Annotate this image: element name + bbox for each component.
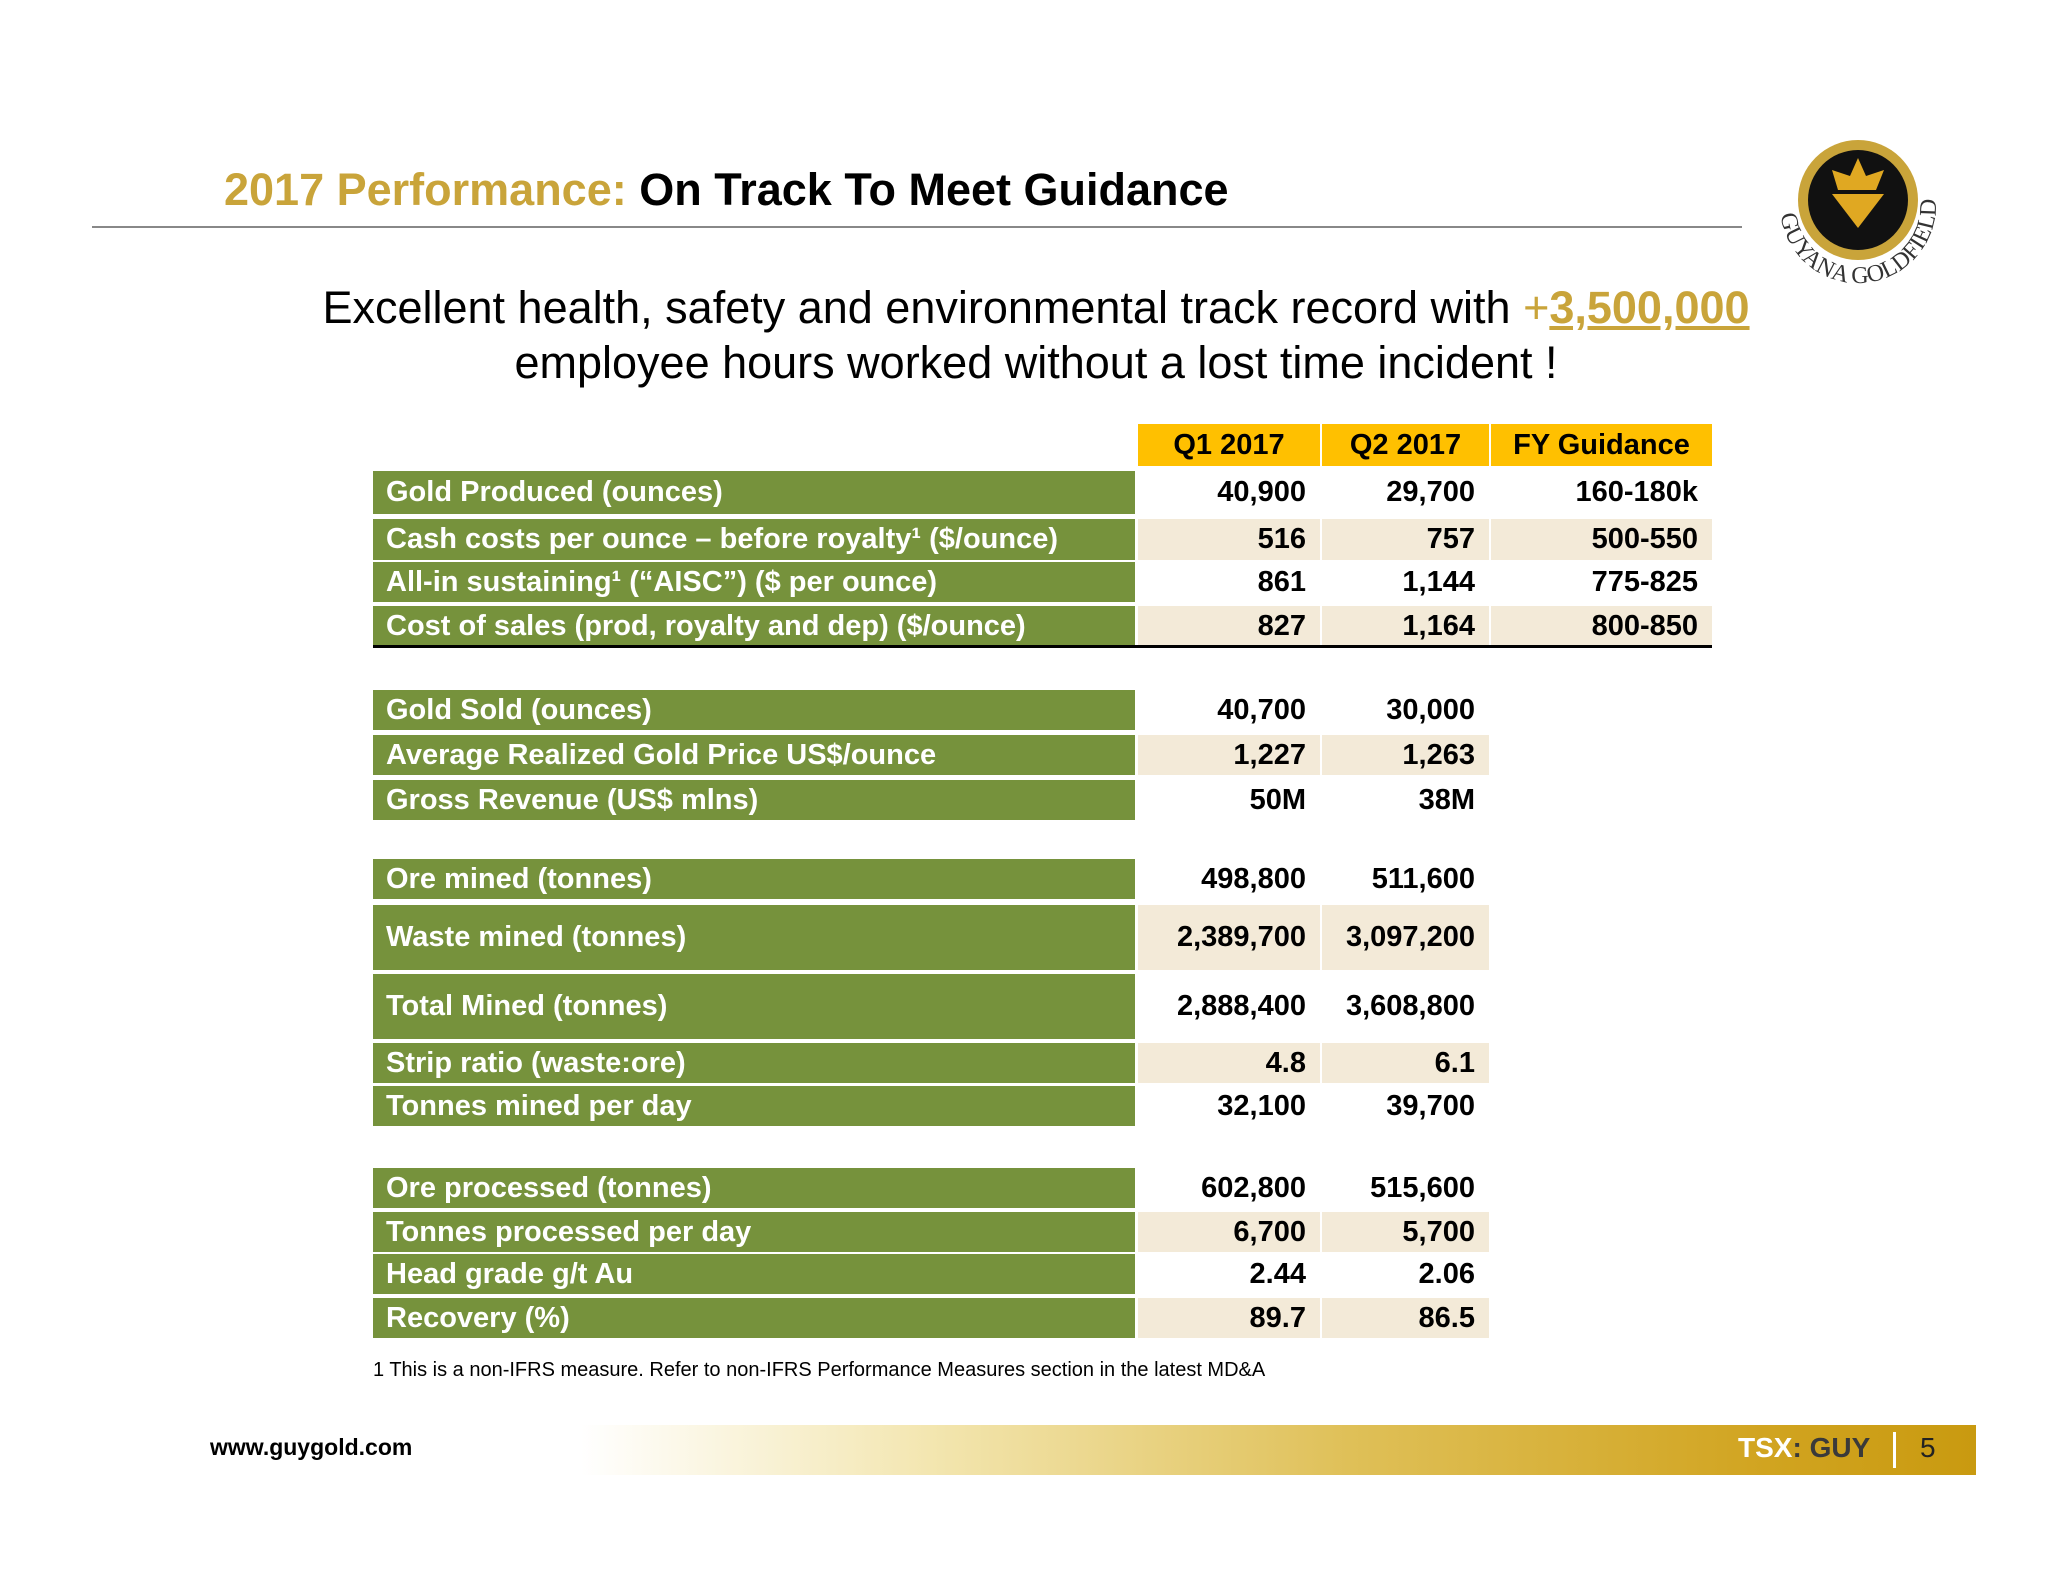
row-value: 1,263	[1322, 735, 1489, 775]
row-value: 2.06	[1418, 1257, 1475, 1290]
column-header: FY Guidance	[1491, 424, 1712, 466]
logo: GUYANA GOLDFIELDS INC.	[1740, 110, 1942, 289]
row-value: 3,097,200	[1322, 905, 1489, 970]
footer-bar	[581, 1425, 1976, 1475]
column-header: Q2 2017	[1322, 424, 1489, 466]
row-value: 511,600	[1371, 862, 1475, 895]
subtitle: Excellent health, safety and environment…	[0, 280, 2048, 390]
row-value: 6,700	[1138, 1212, 1320, 1252]
row-label: Ore mined (tonnes)	[373, 859, 1135, 899]
title-rest: On Track To Meet Guidance	[639, 164, 1229, 215]
row-value: 1,144	[1402, 565, 1475, 598]
title-rule	[92, 226, 1742, 228]
row-value: 2.44	[1249, 1257, 1306, 1290]
row-value: 775-825	[1591, 565, 1698, 598]
title: 2017 Performance: On Track To Meet Guida…	[224, 164, 1229, 216]
subtitle-line2: employee hours worked without a lost tim…	[514, 337, 1558, 388]
row-value: 50M	[1249, 783, 1306, 816]
row-label: Cash costs per ounce – before royalty¹ (…	[373, 519, 1135, 560]
row-label: Head grade g/t Au	[373, 1254, 1135, 1294]
row-label: Strip ratio (waste:ore)	[373, 1043, 1135, 1083]
row-label: Gross Revenue (US$ mlns)	[373, 780, 1135, 820]
row-label: Average Realized Gold Price US$/ounce	[373, 735, 1135, 775]
row-value: 30,000	[1386, 693, 1475, 726]
plus: +	[1523, 282, 1550, 333]
row-value: 39,700	[1386, 1089, 1475, 1122]
hours: 3,500,000	[1549, 282, 1750, 333]
row-value: 86.5	[1322, 1298, 1489, 1338]
row-label: Gold Produced (ounces)	[373, 471, 1135, 514]
column-header: Q1 2017	[1138, 424, 1320, 466]
logo-gem	[1832, 194, 1884, 228]
row-value: 516	[1138, 519, 1320, 560]
row-value: 4.8	[1138, 1043, 1320, 1083]
row-value: 2,389,700	[1138, 905, 1320, 970]
row-value: 29,700	[1386, 476, 1475, 508]
row-value: 827	[1138, 606, 1320, 646]
row-value: 498,800	[1201, 862, 1306, 895]
row-value: 3,608,800	[1345, 990, 1475, 1022]
ticker: TSX: GUY	[1738, 1432, 1870, 1464]
page-number: 5	[1920, 1432, 1936, 1463]
logo-leaf	[1832, 158, 1884, 190]
row-label: Total Mined (tonnes)	[373, 974, 1135, 1039]
row-label: Waste mined (tonnes)	[373, 905, 1135, 970]
row-value: 500-550	[1491, 519, 1712, 560]
footnote: 1 This is a non-IFRS measure. Refer to n…	[373, 1359, 1266, 1381]
row-label: All-in sustaining¹ (“AISC”) ($ per ounce…	[373, 562, 1135, 602]
row-value: 757	[1322, 519, 1489, 560]
row-value: 160-180k	[1575, 476, 1698, 508]
row-value: 38M	[1418, 783, 1475, 816]
subtitle-line1: Excellent health, safety and environment…	[0, 280, 2048, 335]
row-label: Tonnes mined per day	[373, 1086, 1135, 1126]
row-value: 1,227	[1138, 735, 1320, 775]
row-label: Gold Sold (ounces)	[373, 690, 1135, 730]
row-label: Ore processed (tonnes)	[373, 1168, 1135, 1208]
subtitle-text: Excellent health, safety and environment…	[322, 282, 1524, 333]
row-value: 5,700	[1322, 1212, 1489, 1252]
row-value: 32,100	[1217, 1089, 1306, 1122]
row-value: 800-850	[1491, 606, 1712, 646]
row-label: Cost of sales (prod, royalty and dep) ($…	[373, 606, 1135, 646]
table-rule	[373, 645, 1712, 648]
row-value: 89.7	[1138, 1298, 1320, 1338]
row-label: Tonnes processed per day	[373, 1212, 1135, 1252]
row-value: 1,164	[1322, 606, 1489, 646]
ticker-symbol: : GUY	[1792, 1432, 1871, 1463]
footer-divider	[1893, 1432, 1896, 1468]
row-value: 40,700	[1217, 693, 1306, 726]
row-label: Recovery (%)	[373, 1298, 1135, 1338]
row-value: 602,800	[1201, 1171, 1306, 1204]
ticker-exchange: TSX	[1738, 1432, 1793, 1463]
row-value: 6.1	[1322, 1043, 1489, 1083]
row-value: 40,900	[1217, 476, 1306, 508]
row-value: 515,600	[1370, 1171, 1475, 1204]
title-lead: 2017 Performance:	[224, 164, 627, 215]
row-value: 2,888,400	[1176, 990, 1306, 1022]
website: www.guygold.com	[210, 1434, 413, 1460]
row-value: 861	[1257, 565, 1306, 598]
